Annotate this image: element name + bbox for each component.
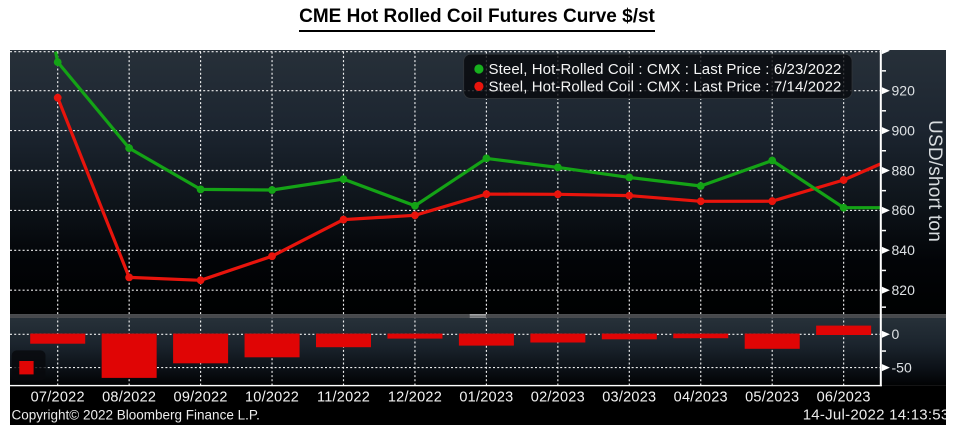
svg-text:06/2023: 06/2023 bbox=[817, 390, 871, 406]
svg-text:900: 900 bbox=[892, 122, 916, 138]
svg-text:04/2023: 04/2023 bbox=[674, 390, 728, 406]
svg-text:0: 0 bbox=[892, 326, 900, 342]
svg-text:03/2023: 03/2023 bbox=[602, 390, 656, 406]
svg-text:11/2022: 11/2022 bbox=[317, 390, 370, 406]
svg-text:860: 860 bbox=[892, 202, 916, 218]
svg-text:Steel, Hot-Rolled Coil : CMX :: Steel, Hot-Rolled Coil : CMX : Last Pric… bbox=[489, 79, 842, 96]
svg-text:840: 840 bbox=[892, 242, 916, 258]
svg-text:Copyright© 2022 Bloomberg Fina: Copyright© 2022 Bloomberg Finance L.P. bbox=[12, 407, 260, 422]
svg-text:820: 820 bbox=[892, 282, 916, 298]
svg-text:02/2023: 02/2023 bbox=[531, 390, 585, 406]
svg-text:880: 880 bbox=[892, 162, 916, 178]
svg-text:01/2023: 01/2023 bbox=[459, 390, 513, 406]
svg-text:Steel, Hot-Rolled Coil : CMX :: Steel, Hot-Rolled Coil : CMX : Last Pric… bbox=[489, 61, 842, 78]
svg-text:05/2023: 05/2023 bbox=[745, 390, 799, 406]
svg-text:07/2022: 07/2022 bbox=[31, 390, 85, 406]
svg-text:-50: -50 bbox=[892, 359, 912, 375]
svg-text:920: 920 bbox=[892, 83, 916, 99]
svg-text:14-Jul-2022 14:13:53: 14-Jul-2022 14:13:53 bbox=[803, 407, 946, 424]
svg-text:09/2022: 09/2022 bbox=[174, 390, 228, 406]
svg-text:10/2022: 10/2022 bbox=[245, 390, 299, 406]
svg-text:08/2022: 08/2022 bbox=[102, 390, 156, 406]
svg-text:USD/short ton: USD/short ton bbox=[924, 120, 945, 242]
svg-text:12/2022: 12/2022 bbox=[388, 390, 442, 406]
